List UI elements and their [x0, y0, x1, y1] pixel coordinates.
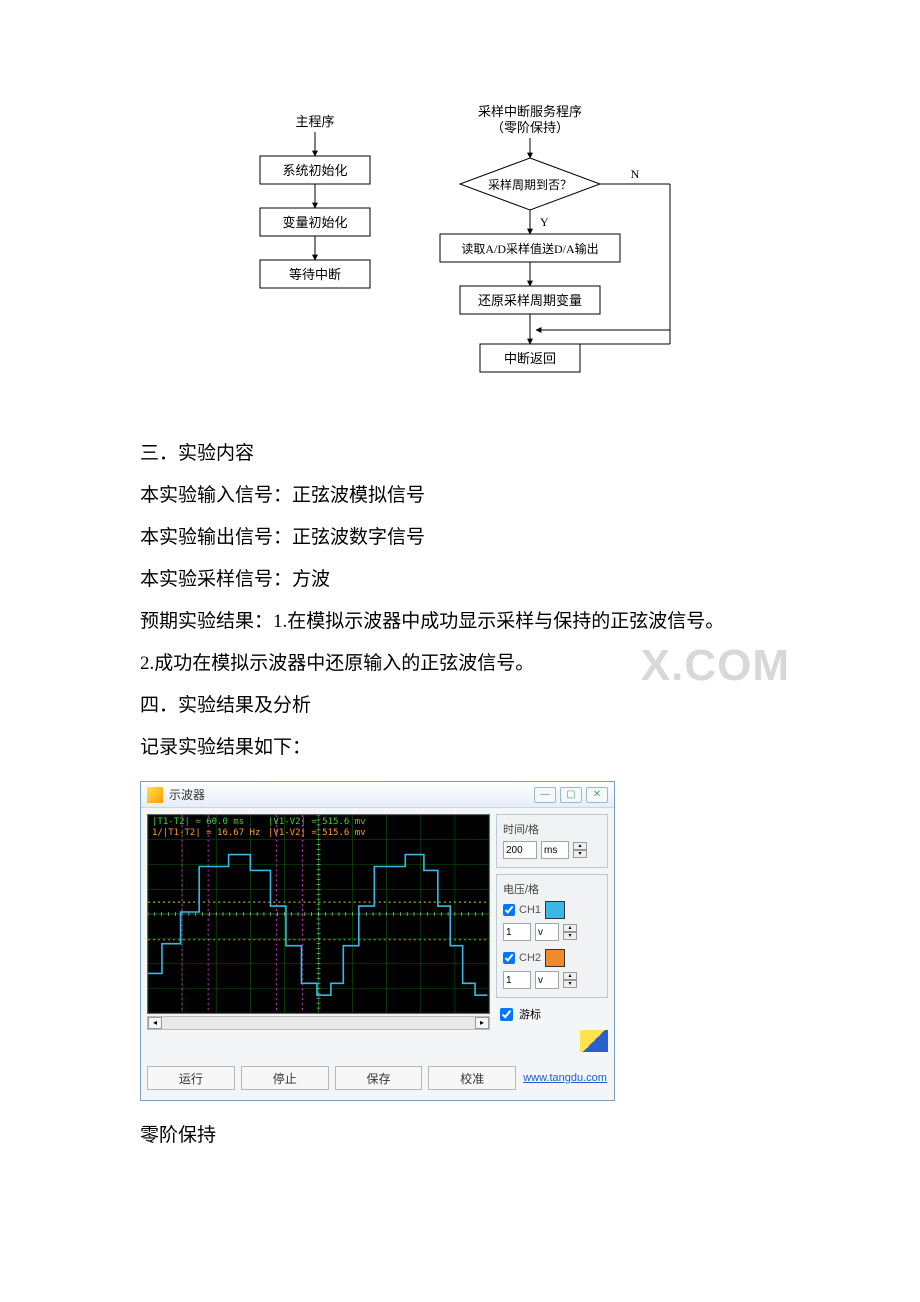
readout-vdiff-o: |V1-V2| = 515.6 mv: [268, 828, 366, 839]
vendor-link[interactable]: www.tangdu.com: [522, 1072, 608, 1084]
horizontal-scrollbar[interactable]: ◂ ▸: [147, 1016, 490, 1030]
ch2-spin-up[interactable]: ▴: [563, 972, 577, 980]
ch1-spin-up[interactable]: ▴: [563, 924, 577, 932]
ch1-spin-down[interactable]: ▾: [563, 932, 577, 940]
fc-left-node-1: 变量初始化: [282, 215, 347, 230]
ch1-checkbox[interactable]: [503, 904, 515, 916]
time-unit-select[interactable]: [541, 841, 569, 859]
ch2-value-input[interactable]: [503, 971, 531, 989]
volt-div-label: 电压/格: [503, 881, 601, 897]
ch2-spin-down[interactable]: ▾: [563, 980, 577, 988]
close-button[interactable]: ✕: [586, 787, 608, 803]
p-expected-2: 2.成功在模拟示波器中还原输入的正弦波信号。: [140, 645, 780, 683]
ch2-unit-select[interactable]: [535, 971, 559, 989]
section-4-heading: 四．实验结果及分析: [140, 687, 780, 725]
fc-right-title-1: 采样中断服务程序: [478, 104, 582, 119]
fc-decision: 采样周期到否？: [488, 177, 572, 192]
vendor-logo-icon: [580, 1030, 608, 1052]
scroll-left-button[interactable]: ◂: [148, 1017, 162, 1029]
fc-left-title: 主程序: [295, 114, 334, 129]
p-expected-1: 预期实验结果：1.在模拟示波器中成功显示采样与保持的正弦波信号。: [140, 603, 780, 641]
fc-right-node-0: 读取A/D采样值送D/A输出: [461, 241, 598, 256]
scope-screen: |T1-T2| = 60.0 ms 1/|T1-T2| = 16.67 Hz |…: [147, 814, 490, 1014]
time-value-input[interactable]: [503, 841, 537, 859]
maximize-button[interactable]: ▢: [560, 787, 582, 803]
p-input-signal: 本实验输入信号：正弦波模拟信号: [140, 477, 780, 515]
scope-readouts-2: |V1-V2| = 515.6 mv |V1-V2| = 515.6 mv: [268, 817, 366, 839]
scroll-right-button[interactable]: ▸: [475, 1017, 489, 1029]
run-button[interactable]: 运行: [147, 1066, 235, 1090]
fc-right-title-2: （零阶保持）: [491, 120, 569, 135]
readout-tdiff: |T1-T2| = 60.0 ms: [152, 817, 260, 828]
figure-caption: 零阶保持: [140, 1117, 780, 1155]
flowchart-figure: 主程序 系统初始化 变量初始化 等待中断 采样中断服务程序 （零阶保持） 采样周…: [230, 100, 690, 405]
titlebar: 示波器 — ▢ ✕: [141, 782, 614, 808]
time-div-label: 时间/格: [503, 821, 601, 837]
ch1-unit-select[interactable]: [535, 923, 559, 941]
time-spin-up[interactable]: ▴: [573, 842, 587, 850]
save-button[interactable]: 保存: [335, 1066, 423, 1090]
volt-div-panel: 电压/格 CH1 ▴▾ CH2: [496, 874, 608, 998]
window-title: 示波器: [169, 786, 534, 803]
p-sample-signal: 本实验采样信号：方波: [140, 561, 780, 599]
fc-yes-label: Y: [540, 215, 549, 229]
p-record: 记录实验结果如下：: [140, 729, 780, 767]
flowchart-svg: 主程序 系统初始化 变量初始化 等待中断 采样中断服务程序 （零阶保持） 采样周…: [230, 100, 690, 400]
time-spin-down[interactable]: ▾: [573, 850, 587, 858]
minimize-button[interactable]: —: [534, 787, 556, 803]
calibrate-button[interactable]: 校准: [428, 1066, 516, 1090]
fc-right-node-2: 中断返回: [504, 351, 556, 366]
ch1-color-swatch: [545, 901, 565, 919]
readout-vdiff-g: |V1-V2| = 515.6 mv: [268, 817, 366, 828]
fc-left-node-2: 等待中断: [289, 267, 341, 282]
stop-button[interactable]: 停止: [241, 1066, 329, 1090]
ch1-label: CH1: [519, 904, 541, 916]
ch2-color-swatch: [545, 949, 565, 967]
app-icon: [147, 787, 163, 803]
cursor-label: 游标: [519, 1006, 541, 1022]
ch1-value-input[interactable]: [503, 923, 531, 941]
ch2-label: CH2: [519, 952, 541, 964]
fc-no-label: N: [631, 167, 640, 181]
oscilloscope-window: 示波器 — ▢ ✕ |T1-T2| = 60.0 ms 1/|T1-T2| = …: [140, 781, 615, 1101]
time-div-panel: 时间/格 ▴▾: [496, 814, 608, 868]
fc-left-node-0: 系统初始化: [282, 163, 347, 178]
cursor-checkbox[interactable]: [500, 1008, 513, 1021]
section-3-heading: 三．实验内容: [140, 435, 780, 473]
ch2-checkbox[interactable]: [503, 952, 515, 964]
fc-right-node-1: 还原采样周期变量: [478, 293, 582, 308]
scope-readouts: |T1-T2| = 60.0 ms 1/|T1-T2| = 16.67 Hz: [152, 817, 260, 839]
readout-freq: 1/|T1-T2| = 16.67 Hz: [152, 828, 260, 839]
p-output-signal: 本实验输出信号：正弦波数字信号: [140, 519, 780, 557]
